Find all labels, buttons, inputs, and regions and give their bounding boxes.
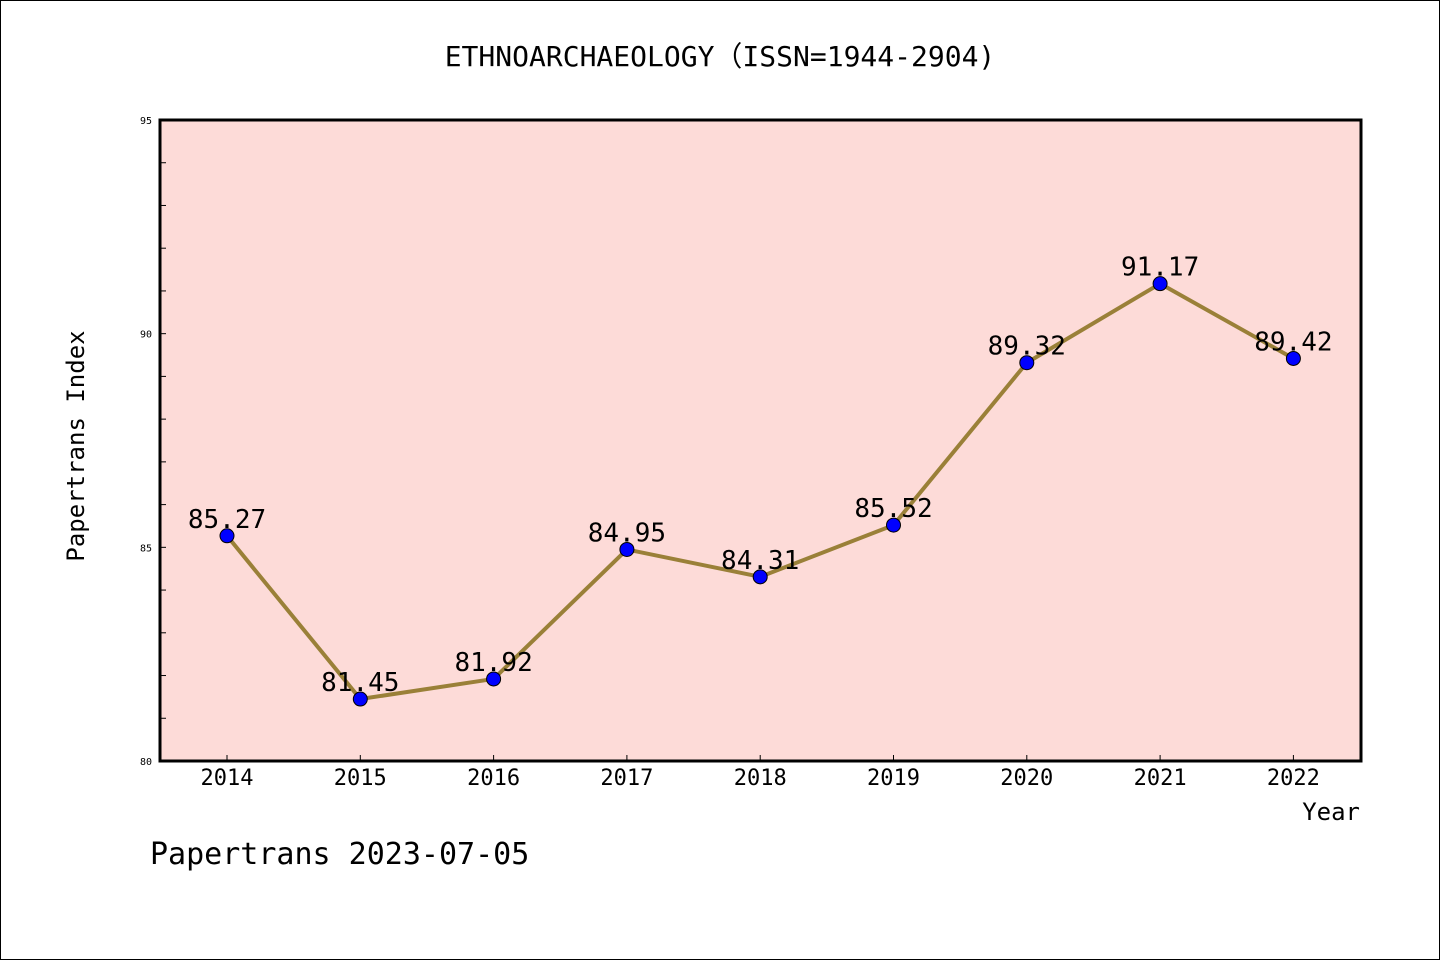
y-tick-label: 85	[140, 543, 152, 554]
plot-area	[158, 118, 1363, 763]
data-point-marker	[352, 691, 368, 707]
data-point-marker	[1285, 350, 1301, 366]
x-axis-ticks	[226, 755, 1294, 761]
x-tick-label: 2015	[334, 766, 387, 791]
data-point-marker	[1019, 355, 1035, 371]
chart-title: ETHNOARCHAEOLOGY（ISSN=1944-2904)	[445, 40, 996, 73]
data-point-marker	[619, 541, 635, 557]
data-point-label: 84.31	[721, 546, 799, 576]
data-point-marker	[486, 671, 502, 687]
data-point-label: 91.17	[1121, 253, 1199, 283]
data-point-label: 85.27	[188, 505, 266, 535]
series-markers	[219, 276, 1301, 707]
data-point-marker	[219, 528, 235, 544]
data-point-label: 89.32	[988, 332, 1066, 362]
x-tick-label: 2018	[734, 766, 787, 791]
x-axis-tick-labels: 2014 2015 2016 2017 2018 2019 2020 2021 2022	[201, 766, 1320, 791]
x-tick-label: 2021	[1134, 766, 1187, 791]
x-axis-label: Year	[1302, 798, 1360, 826]
data-point-label: 84.95	[588, 518, 666, 548]
data-point-marker	[1152, 276, 1168, 292]
x-tick-label: 2022	[1267, 766, 1320, 791]
data-point-marker	[886, 517, 901, 533]
x-tick-label: 2020	[1000, 766, 1053, 791]
y-tick-label: 90	[140, 330, 152, 341]
data-point-label: 81.92	[454, 648, 532, 678]
footer-text: Papertrans 2023-07-05	[150, 837, 529, 872]
y-axis-minor-ticks	[160, 119, 166, 762]
x-tick-label: 2019	[867, 766, 920, 791]
x-tick-label: 2017	[600, 766, 653, 791]
data-point-label: 81.45	[321, 668, 399, 698]
y-axis-label: Papertrans Index	[62, 330, 90, 561]
data-point-label: 85.52	[854, 494, 932, 524]
data-labels: 85.27 81.45 81.92 84.95 84.31 85.52 89.32 91.17…	[188, 253, 1333, 698]
data-point-marker	[752, 569, 768, 585]
y-axis-tick-labels: 80 85 90 95	[140, 116, 152, 768]
y-tick-label: 95	[140, 116, 152, 127]
x-tick-label: 2016	[467, 766, 520, 791]
y-tick-label: 80	[140, 757, 152, 768]
x-tick-label: 2014	[201, 766, 254, 791]
data-point-label: 89.42	[1254, 327, 1332, 357]
